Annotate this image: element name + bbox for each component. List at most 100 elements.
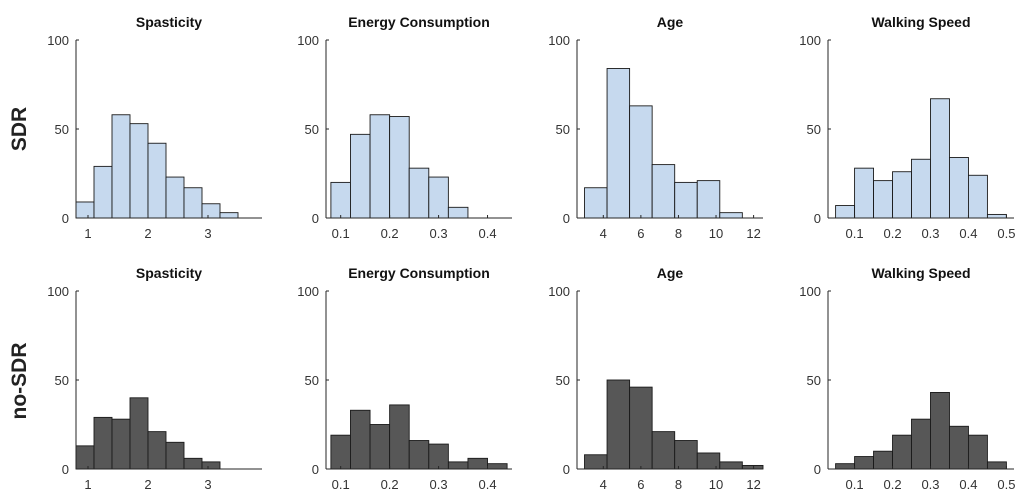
x-tick-label: 0.2 bbox=[381, 226, 399, 241]
bar-no-sdr-spasticity-0 bbox=[75, 445, 95, 470]
panel-title: Energy Consumption bbox=[348, 14, 490, 30]
x-tick-label: 12 bbox=[746, 226, 760, 241]
bar-no-sdr-walking-speed-4 bbox=[911, 418, 931, 470]
y-tick-label: 50 bbox=[305, 122, 319, 137]
x-tick-label: 10 bbox=[709, 477, 723, 492]
bar-sdr-energy-consumption-0 bbox=[330, 181, 351, 219]
x-tick-label: 12 bbox=[746, 477, 760, 492]
panel-no-sdr-spasticity: 0 50 100 1 2 3 Spasticity bbox=[47, 265, 262, 492]
bar-sdr-age-6 bbox=[719, 212, 743, 219]
panel-no-sdr-energy-consumption: 0 50 100 0.1 0.2 0.3 0.4 Energy Consumption bbox=[297, 265, 512, 492]
x-tick-label: 0.1 bbox=[332, 477, 350, 492]
x-tick-label: 6 bbox=[637, 226, 644, 241]
bar-sdr-walking-speed-3 bbox=[892, 171, 912, 219]
bar-no-sdr-walking-speed-0 bbox=[835, 463, 856, 470]
panel-no-sdr-walking-speed: 0 50 100 0.1 0.2 0.3 0.4 0.5 Walking Speed bbox=[799, 265, 1015, 492]
bar-sdr-energy-consumption-2 bbox=[369, 114, 391, 219]
panel-title: Spasticity bbox=[136, 265, 202, 281]
bar-sdr-age-4 bbox=[674, 181, 698, 219]
bar-sdr-energy-consumption-6 bbox=[447, 206, 469, 219]
y-tick-label: 50 bbox=[807, 373, 821, 388]
bar-no-sdr-age-2 bbox=[629, 386, 653, 470]
bar-no-sdr-energy-consumption-3 bbox=[389, 404, 410, 470]
bar-no-sdr-spasticity-4 bbox=[147, 431, 167, 470]
bar-no-sdr-walking-speed-2 bbox=[873, 450, 893, 470]
bar-no-sdr-spasticity-5 bbox=[165, 441, 185, 470]
x-tick-label: 0.2 bbox=[883, 477, 901, 492]
x-tick-label: 4 bbox=[600, 477, 607, 492]
x-tick-label: 0.3 bbox=[921, 477, 939, 492]
bar-no-sdr-spasticity-2 bbox=[111, 418, 131, 470]
panel-title: Energy Consumption bbox=[348, 265, 490, 281]
bar-no-sdr-age-6 bbox=[719, 461, 743, 470]
x-tick-label: 0.5 bbox=[997, 226, 1015, 241]
x-tick-label: 0.2 bbox=[883, 226, 901, 241]
bar-no-sdr-spasticity-6 bbox=[183, 457, 203, 470]
x-tick-label: 6 bbox=[637, 477, 644, 492]
bar-no-sdr-age-4 bbox=[674, 440, 698, 470]
y-tick-label: 50 bbox=[556, 373, 570, 388]
bar-no-sdr-age-3 bbox=[651, 431, 676, 470]
y-tick-label: 50 bbox=[55, 122, 69, 137]
bar-no-sdr-age-1 bbox=[606, 379, 631, 470]
x-tick-label: 0.5 bbox=[997, 477, 1015, 492]
bar-no-sdr-age-7 bbox=[741, 464, 764, 470]
x-tick-label: 2 bbox=[144, 477, 151, 492]
panel-sdr-walking-speed: 0 50 100 0.1 0.2 0.3 0.4 0.5 Walking Speed bbox=[799, 14, 1015, 241]
bar-sdr-spasticity-7 bbox=[201, 203, 221, 219]
bar-sdr-age-1 bbox=[606, 68, 631, 219]
x-tick-label: 10 bbox=[709, 226, 723, 241]
y-tick-label: 0 bbox=[312, 462, 319, 477]
bar-sdr-spasticity-8 bbox=[219, 212, 239, 219]
bar-sdr-spasticity-3 bbox=[129, 123, 149, 219]
x-tick-label: 3 bbox=[204, 226, 211, 241]
bar-sdr-spasticity-2 bbox=[111, 114, 131, 219]
y-tick-label: 100 bbox=[47, 284, 69, 299]
bar-no-sdr-spasticity-7 bbox=[201, 461, 221, 470]
bar-sdr-spasticity-6 bbox=[183, 187, 203, 219]
panel-title: Spasticity bbox=[136, 14, 202, 30]
bar-sdr-walking-speed-4 bbox=[911, 158, 931, 219]
bar-no-sdr-walking-speed-1 bbox=[854, 456, 875, 470]
y-tick-label: 50 bbox=[556, 122, 570, 137]
bar-sdr-energy-consumption-4 bbox=[408, 167, 430, 219]
y-tick-label: 100 bbox=[297, 284, 319, 299]
bar-sdr-energy-consumption-3 bbox=[389, 116, 410, 219]
bar-no-sdr-energy-consumption-5 bbox=[428, 443, 449, 470]
panel-title: Age bbox=[657, 265, 684, 281]
y-tick-label: 100 bbox=[548, 284, 570, 299]
x-tick-label: 0.1 bbox=[846, 226, 864, 241]
bar-sdr-spasticity-4 bbox=[147, 142, 167, 219]
x-tick-label: 0.2 bbox=[381, 477, 399, 492]
x-tick-label: 1 bbox=[84, 226, 91, 241]
panel-title: Walking Speed bbox=[871, 265, 970, 281]
y-tick-label: 50 bbox=[807, 122, 821, 137]
bar-sdr-age-2 bbox=[629, 105, 653, 219]
bar-no-sdr-walking-speed-3 bbox=[892, 434, 912, 470]
bar-no-sdr-walking-speed-5 bbox=[930, 392, 950, 470]
panel-sdr-age: 0 50 100 4 6 8 10 12 Age bbox=[548, 14, 763, 241]
y-tick-label: 0 bbox=[62, 211, 69, 226]
bar-no-sdr-spasticity-1 bbox=[93, 416, 113, 470]
bar-no-sdr-energy-consumption-2 bbox=[369, 424, 391, 470]
bar-sdr-spasticity-1 bbox=[93, 165, 113, 219]
y-tick-label: 50 bbox=[55, 373, 69, 388]
x-tick-label: 2 bbox=[144, 226, 151, 241]
x-tick-label: 0.1 bbox=[332, 226, 350, 241]
panel-no-sdr-age: 0 50 100 4 6 8 10 12 Age bbox=[548, 265, 764, 492]
y-tick-label: 0 bbox=[62, 462, 69, 477]
y-tick-label: 50 bbox=[305, 373, 319, 388]
x-tick-label: 0.4 bbox=[478, 226, 496, 241]
bar-sdr-energy-consumption-1 bbox=[350, 133, 371, 219]
bar-no-sdr-walking-speed-8 bbox=[986, 461, 1007, 470]
bar-no-sdr-energy-consumption-7 bbox=[467, 457, 488, 470]
x-tick-label: 0.1 bbox=[846, 477, 864, 492]
y-tick-label: 0 bbox=[814, 211, 821, 226]
bar-sdr-walking-speed-5 bbox=[930, 98, 950, 219]
bar-no-sdr-energy-consumption-1 bbox=[350, 409, 371, 470]
x-tick-label: 0.3 bbox=[921, 226, 939, 241]
x-tick-label: 8 bbox=[675, 477, 682, 492]
x-tick-label: 3 bbox=[204, 477, 211, 492]
